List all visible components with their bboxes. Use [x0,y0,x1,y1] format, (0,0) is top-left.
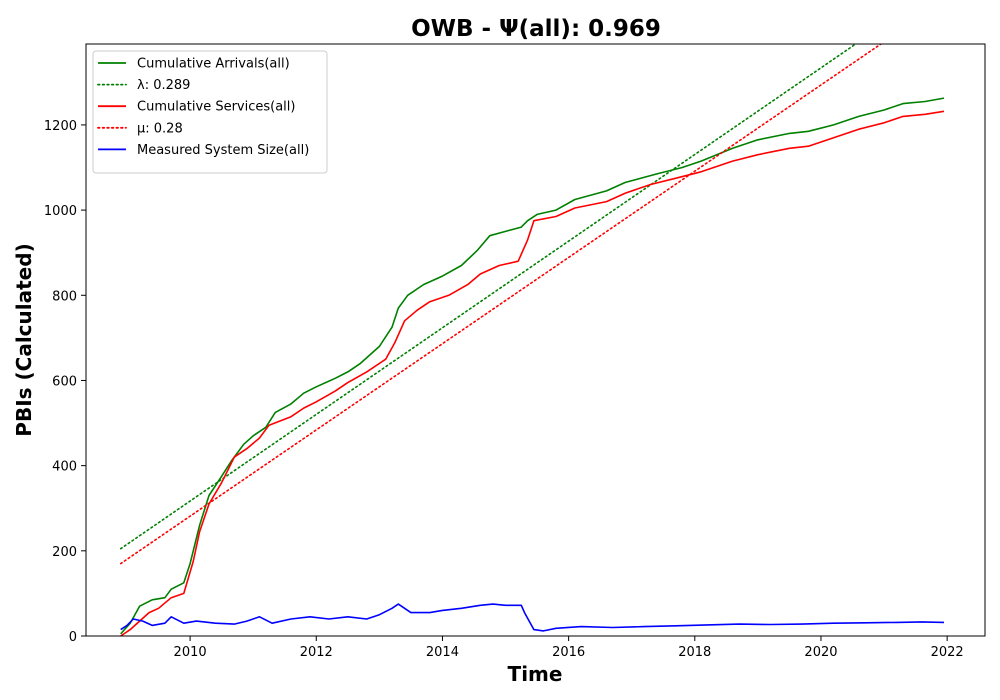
legend-box [92,50,328,174]
legend-entry: Measured System Size(all) [137,143,309,158]
legend-entry: λ: 0.289 [137,78,190,93]
x-tick-label: 2014 [426,645,459,660]
x-axis: 2010 2012 2014 2016 2018 2020 2022 [174,636,964,660]
x-tick-label: 2018 [678,645,711,660]
series-line-0 [120,97,945,635]
y-axis-label: PBIs (Calculated) [12,243,36,436]
series-line-4 [120,603,945,632]
legend-entry: Cumulative Arrivals(all) [137,57,290,72]
legend: Cumulative Arrivals(all) λ: 0.289 Cumulati… [92,50,328,174]
series-line-3 [119,44,882,565]
y-tick-label: 400 [52,460,77,475]
series-line-2 [120,110,945,636]
chart-title: OWB - Ψ(all): 0.969 [411,16,661,42]
y-tick-label: 0 [69,630,77,645]
x-axis-label: Time [508,662,563,686]
y-tick-label: 600 [52,374,77,389]
x-tick-label: 2016 [552,645,585,660]
y-tick-label: 1000 [44,204,77,219]
y-tick-label: 200 [52,545,77,560]
y-tick-label: 800 [52,289,77,304]
plot-frame [85,43,986,637]
x-tick-label: 2012 [300,645,333,660]
series-layer [119,44,945,636]
x-tick-label: 2022 [931,645,964,660]
legend-entry: μ: 0.28 [137,121,183,136]
y-tick-label: 1200 [44,119,77,134]
legend-entry: Cumulative Services(all) [137,100,295,115]
series-line-1 [119,44,857,550]
x-tick-label: 2020 [804,645,837,660]
x-tick-label: 2010 [174,645,207,660]
y-axis: 0 200 400 600 800 1000 1200 [44,119,86,645]
